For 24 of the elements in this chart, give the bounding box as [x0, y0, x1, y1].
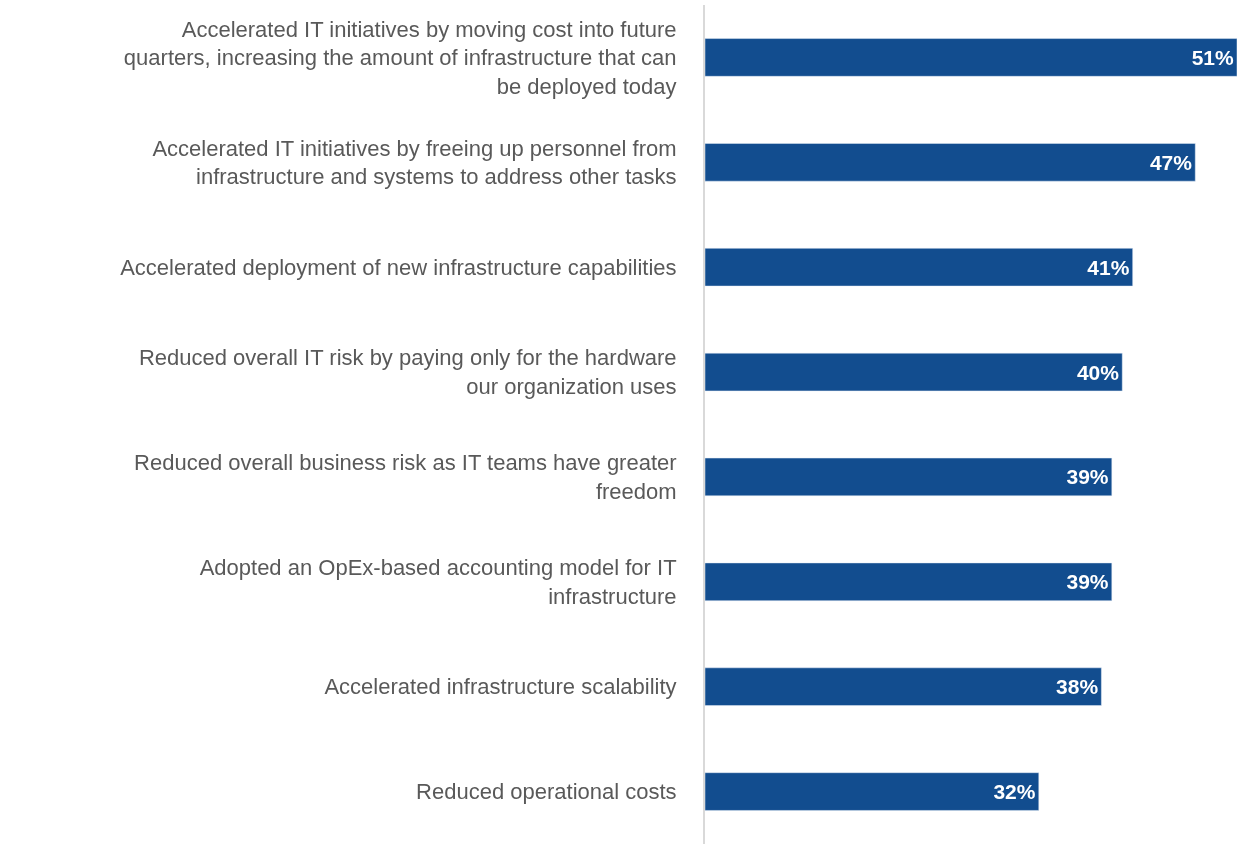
y-tick-label: Adopted an OpEx-based accounting model for IT infrastructure	[199, 555, 677, 609]
data-label: 51%	[1191, 45, 1234, 69]
bar	[705, 667, 1102, 706]
y-tick-label: Accelerated deployment of new infrastructure capabilities	[120, 254, 677, 280]
data-label: 47%	[1149, 150, 1193, 174]
data-label: 32%	[993, 780, 1036, 804]
bar	[705, 143, 1196, 182]
y-tick-label: Reduced overall business risk as IT teams have greater freedom	[134, 450, 677, 504]
data-label: 39%	[1066, 570, 1109, 594]
bar	[705, 38, 1237, 77]
data-label: 38%	[1056, 675, 1099, 699]
y-tick-label: Accelerated infrastructure scalability	[324, 674, 677, 700]
data-label: 39%	[1066, 465, 1109, 489]
y-tick-label: Reduced operational costs	[416, 779, 677, 805]
data-label: 41%	[1087, 255, 1130, 279]
bar	[705, 248, 1133, 287]
bar	[705, 772, 1040, 811]
bar	[705, 352, 1123, 392]
y-tick-label: Accelerated IT initiatives by freeing up personnel from infrastructure and systems to address other tasks	[152, 135, 677, 190]
y-tick-label: Accelerated IT initiatives by moving cost into future quarters, increasing the amount of infrastructure that can be deployed today	[123, 16, 677, 99]
bar	[705, 562, 1113, 601]
y-tick-label: Reduced overall IT risk by paying only for the hardware our organization uses	[138, 345, 677, 400]
data-label: 40%	[1076, 360, 1120, 384]
bar	[705, 457, 1113, 497]
